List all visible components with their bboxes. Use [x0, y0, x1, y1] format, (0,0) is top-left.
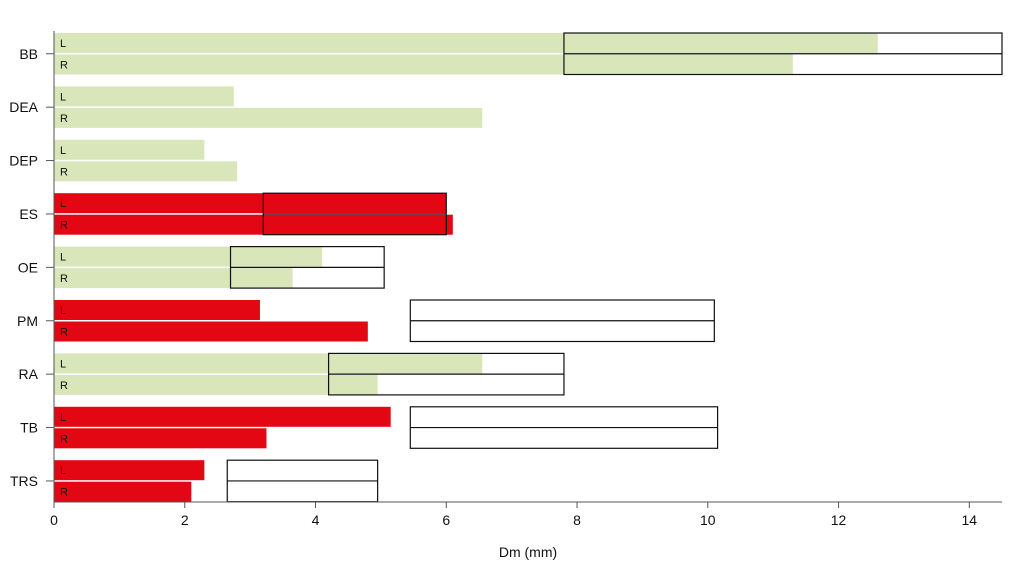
- side-label-oe-l: L: [60, 252, 66, 264]
- category-label-pm: PM: [17, 313, 38, 329]
- category-label-dep: DEP: [9, 153, 38, 169]
- bar-es-l: [54, 193, 447, 214]
- x-tick-label-6: 6: [442, 512, 450, 528]
- side-label-pm-l: L: [60, 305, 66, 317]
- bar-oe-r: [54, 268, 293, 289]
- category-label-bb: BB: [19, 46, 38, 62]
- x-axis-title: Dm (mm): [499, 544, 557, 560]
- x-tick-label-2: 2: [181, 512, 189, 528]
- side-label-es-r: R: [60, 220, 68, 232]
- side-label-bb-l: L: [60, 38, 66, 50]
- side-label-trs-r: R: [60, 487, 68, 499]
- side-label-tb-l: L: [60, 412, 66, 424]
- bar-oe-l: [54, 246, 323, 267]
- bar-bb-l: [54, 33, 878, 53]
- reference-ranges-layer: [226, 32, 1003, 503]
- x-tick-label-4: 4: [312, 512, 320, 528]
- x-tick-label-14: 14: [962, 512, 978, 528]
- bar-dep-r: [54, 161, 238, 182]
- side-label-ra-r: R: [60, 380, 68, 392]
- bar-dea-r: [54, 107, 483, 128]
- bars-layer: [54, 33, 878, 502]
- side-label-oe-r: R: [60, 273, 68, 285]
- side-label-es-l: L: [60, 198, 66, 210]
- bar-dep-l: [54, 139, 205, 160]
- axes-layer: BB DEA DEP ES OE PM RA TB TRS 0 2 4 6 8 10 12 14: [9, 31, 1002, 528]
- bar-pm-r: [54, 321, 368, 342]
- bar-es-r: [54, 214, 453, 235]
- bar-bb-r: [54, 54, 793, 75]
- bar-pm-l: [54, 300, 260, 320]
- x-tick-label-10: 10: [700, 512, 716, 528]
- bar-trs-r: [54, 481, 192, 502]
- x-tick-label-8: 8: [573, 512, 581, 528]
- category-label-dea: DEA: [9, 99, 38, 115]
- category-label-tb: TB: [20, 420, 38, 436]
- side-label-ra-l: L: [60, 358, 66, 370]
- bar-ra-r: [54, 374, 378, 395]
- side-label-bb-r: R: [60, 60, 68, 72]
- bar-ra-l: [54, 353, 483, 374]
- category-label-trs: TRS: [10, 473, 38, 489]
- bar-tb-l: [54, 406, 391, 427]
- bar-dea-l: [54, 86, 234, 107]
- side-label-dea-l: L: [60, 91, 66, 103]
- bar-trs-l: [54, 460, 205, 481]
- side-label-dep-l: L: [60, 145, 66, 157]
- bar-tb-r: [54, 428, 267, 449]
- side-label-pm-r: R: [60, 327, 68, 339]
- category-label-ra: RA: [19, 366, 39, 382]
- side-label-dea-r: R: [60, 113, 68, 125]
- category-label-es: ES: [19, 206, 38, 222]
- x-tick-label-12: 12: [831, 512, 847, 528]
- category-label-oe: OE: [18, 259, 38, 275]
- side-label-trs-l: L: [60, 465, 66, 477]
- side-label-tb-r: R: [60, 433, 68, 445]
- x-tick-label-0: 0: [50, 512, 58, 528]
- side-label-dep-r: R: [60, 166, 68, 178]
